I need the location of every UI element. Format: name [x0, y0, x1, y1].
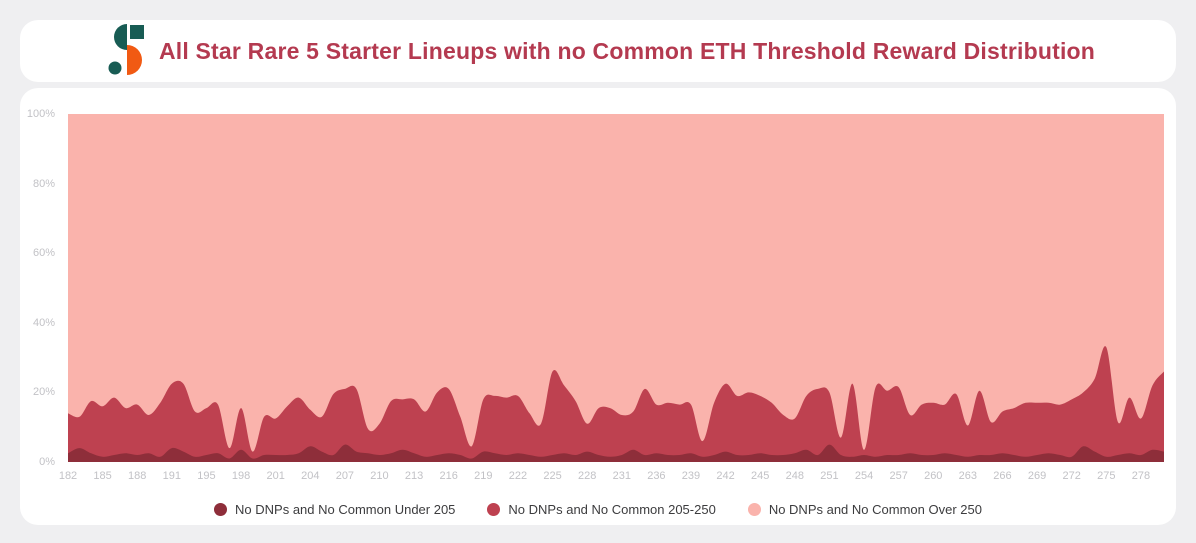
x-axis-tick: 266 — [993, 470, 1012, 482]
logo-orange-half-disc — [126, 45, 142, 75]
legend: No DNPs and No Common Under 205 No DNPs … — [20, 502, 1176, 517]
chart-card: 0% 20% 40% 60% 80% 100% 182 185 188 191 195 198 201… — [20, 88, 1176, 525]
x-axis-tick: 222 — [508, 470, 528, 482]
x-axis-tick: 195 — [197, 470, 216, 482]
logo-teal-dot — [108, 61, 122, 75]
x-axis-tick: 191 — [162, 470, 182, 482]
x-axis-tick: 188 — [128, 470, 147, 482]
page-title: All Star Rare 5 Starter Lineups with no … — [158, 37, 1096, 64]
x-axis-tick: 248 — [785, 470, 804, 482]
x-axis-tick: 272 — [1062, 470, 1081, 482]
x-axis-tick: 210 — [370, 470, 389, 482]
header-card: All Star Rare 5 Starter Lineups with no … — [20, 20, 1176, 82]
x-axis-tick: 257 — [889, 470, 908, 482]
legend-label: No DNPs and No Common 205-250 — [508, 502, 716, 517]
x-axis-tick: 236 — [647, 470, 666, 482]
legend-swatch-icon — [214, 503, 228, 516]
legend-swatch-icon — [487, 503, 501, 516]
y-axis-tick: 20% — [32, 386, 55, 399]
legend-item-205-250[interactable]: No DNPs and No Common 205-250 — [487, 502, 716, 517]
logo-teal-square — [129, 25, 144, 39]
x-axis-tick: 228 — [577, 470, 597, 482]
x-axis-tick: 225 — [543, 470, 562, 482]
x-axis-tick: 213 — [404, 470, 424, 482]
x-axis-tick: 231 — [612, 470, 631, 482]
y-axis-tick: 60% — [32, 247, 55, 260]
legend-item-under-205[interactable]: No DNPs and No Common Under 205 — [214, 502, 455, 517]
x-axis-tick: 254 — [854, 470, 874, 482]
x-axis-tick: 260 — [924, 470, 943, 482]
x-axis-tick: 201 — [266, 470, 285, 482]
area-over-250[interactable] — [68, 114, 1164, 462]
legend-item-over-250[interactable]: No DNPs and No Common Over 250 — [747, 502, 982, 517]
legend-label: No DNPs and No Common Under 205 — [235, 502, 456, 517]
x-axis-tick: 185 — [93, 470, 112, 482]
x-axis-tick: 204 — [301, 470, 320, 482]
area-under-205[interactable] — [68, 444, 1164, 462]
logo-teal-half-disc — [113, 24, 127, 50]
x-axis-tick: 182 — [58, 470, 78, 482]
x-axis-tick: 263 — [958, 470, 978, 482]
x-axis-tick: 219 — [474, 470, 493, 482]
x-axis-tick: 245 — [751, 470, 770, 482]
x-axis-tick: 216 — [439, 470, 458, 482]
x-axis-tick: 278 — [1131, 470, 1151, 482]
legend-swatch-icon — [747, 503, 761, 516]
x-axis-tick: 198 — [231, 470, 251, 482]
x-axis-tick: 251 — [820, 470, 839, 482]
legend-label: No DNPs and No Common Over 250 — [768, 502, 982, 517]
x-axis-tick: 242 — [716, 470, 735, 482]
sorare-data-logo-icon — [108, 24, 144, 75]
y-axis-tick: 80% — [32, 177, 55, 190]
x-axis-tick: 207 — [335, 470, 355, 482]
area-205-250[interactable] — [68, 346, 1164, 462]
x-axis-tick: 275 — [1097, 470, 1116, 482]
x-axis-tick: 239 — [681, 470, 701, 482]
y-axis-tick: 100% — [26, 108, 55, 120]
stacked-area-plot[interactable] — [68, 114, 1164, 462]
y-axis-tick: 40% — [32, 316, 55, 329]
x-axis-tick: 269 — [1027, 470, 1047, 482]
y-axis-tick: 0% — [39, 456, 55, 468]
